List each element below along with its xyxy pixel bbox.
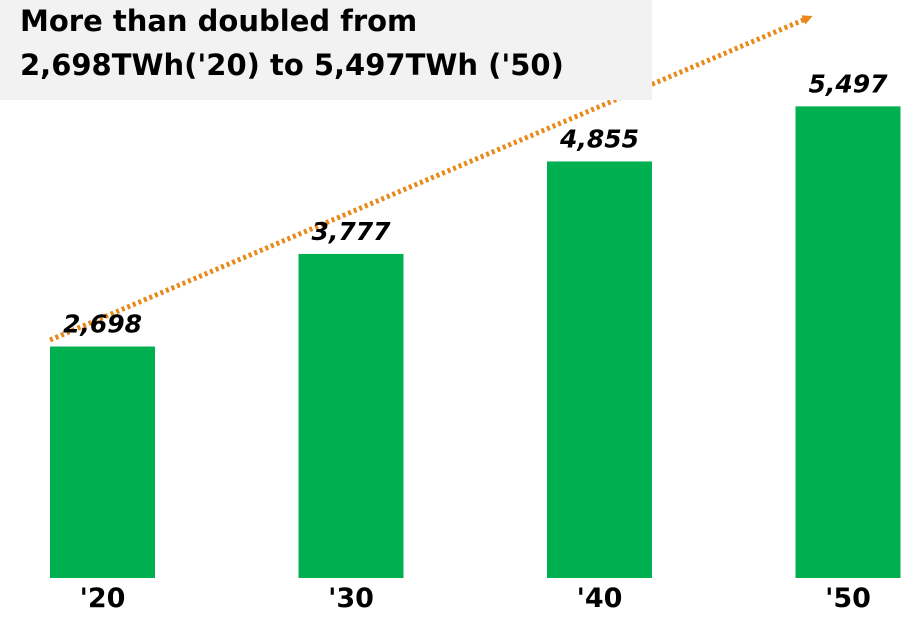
x-tick-label-1: '30 [328, 583, 374, 614]
x-tick-label-0: '20 [80, 583, 126, 614]
value-label-0: 2,698 [63, 310, 142, 339]
x-tick-label-3: '50 [825, 583, 871, 614]
labels-layer: 2,698 '20 3,777 '30 4,855 '40 5,497 '50 [63, 69, 888, 614]
bar-1 [298, 253, 404, 578]
trend-arrow [49, 15, 813, 343]
bar-3 [795, 106, 901, 579]
annotation-line-1: More than doubled from [20, 4, 418, 38]
x-tick-label-2: '40 [577, 583, 623, 614]
bars-layer [50, 106, 901, 579]
bar-0 [50, 346, 155, 578]
value-label-3: 5,497 [808, 69, 888, 98]
bar-2 [547, 161, 652, 579]
annotation-line-2: 2,698TWh('20) to 5,497TWh ('50) [20, 48, 564, 82]
value-label-1: 3,777 [311, 217, 391, 246]
annotation-box: More than doubled from 2,698TWh('20) to … [0, 0, 652, 100]
value-label-2: 4,855 [559, 124, 639, 153]
